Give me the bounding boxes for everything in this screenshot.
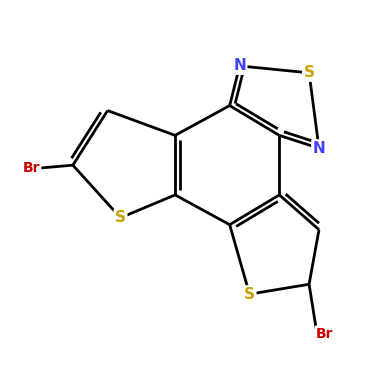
- Text: S: S: [304, 65, 315, 80]
- Text: Br: Br: [22, 161, 40, 175]
- Text: S: S: [244, 287, 255, 302]
- Text: S: S: [115, 210, 126, 225]
- Text: N: N: [313, 141, 325, 156]
- Text: N: N: [233, 58, 246, 73]
- Text: Br: Br: [316, 327, 334, 341]
